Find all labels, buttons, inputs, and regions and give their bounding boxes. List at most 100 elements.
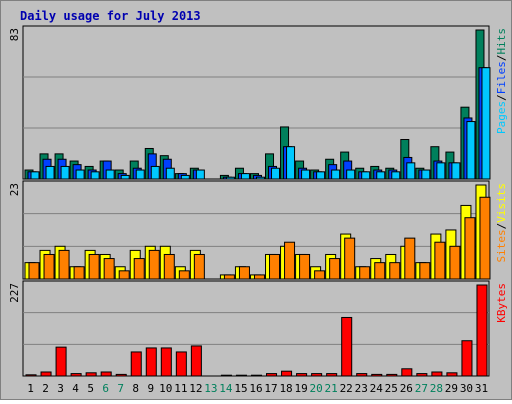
- bar-sites-day-undefined: [389, 262, 401, 280]
- x-tick-label: 10: [159, 382, 172, 395]
- bar-pages-day-12: [195, 169, 205, 180]
- x-tick-label: 20: [310, 382, 323, 395]
- bar-pages-day-29: [451, 162, 461, 180]
- x-tick-label: 2: [42, 382, 49, 395]
- bar-kbytes-day-undefined: [431, 371, 443, 377]
- x-tick-label: 1: [27, 382, 34, 395]
- x-tick-label: 13: [204, 382, 217, 395]
- bar-sites-day-undefined: [73, 266, 85, 280]
- bar-pages-day-19: [301, 169, 311, 180]
- bar-pages-day-2: [45, 165, 55, 180]
- bar-kbytes-day-undefined: [55, 346, 67, 377]
- bar-sites-day-undefined: [269, 253, 281, 280]
- bar-pages-day-27: [421, 169, 431, 180]
- bar-sites-day-undefined: [148, 249, 160, 280]
- bar-pages-day-8: [135, 169, 145, 180]
- bar-pages-day-14: [225, 176, 235, 180]
- bar-sites-day-undefined: [299, 253, 311, 280]
- x-tick-label: 9: [147, 382, 154, 395]
- x-tick-label: 26: [400, 382, 413, 395]
- bar-sites-day-undefined: [58, 249, 70, 280]
- chart-title: Daily usage for July 2013: [20, 9, 201, 23]
- x-tick-label: 6: [102, 382, 109, 395]
- bar-kbytes-day-undefined: [311, 373, 323, 377]
- bar-pages-day-15: [240, 173, 250, 180]
- x-tick-label: 5: [87, 382, 94, 395]
- bar-sites-day-undefined: [223, 274, 235, 280]
- bar-kbytes-day-undefined: [356, 373, 368, 377]
- bar-kbytes-day-undefined: [100, 371, 112, 377]
- bar-pages-day-21: [331, 169, 341, 180]
- bar-kbytes-day-undefined: [401, 368, 413, 377]
- panel-3-side-label: KBytes: [495, 283, 508, 323]
- bar-kbytes-day-undefined: [281, 370, 293, 377]
- bar-kbytes-day-undefined: [130, 351, 142, 377]
- bar-kbytes-day-undefined: [40, 371, 52, 377]
- side-label-hits: Hits: [495, 28, 508, 55]
- bar-sites-day-undefined: [374, 262, 386, 280]
- panel-1-side-label: Pages/Files/Hits: [495, 28, 508, 134]
- bar-sites-day-undefined: [449, 245, 461, 280]
- side-label-separator: /: [495, 55, 508, 62]
- bar-sites-day-undefined: [238, 266, 250, 280]
- bar-kbytes-day-undefined: [371, 373, 383, 377]
- bar-pages-day-26: [406, 162, 416, 180]
- bar-sites-day-undefined: [404, 237, 416, 280]
- bar-pages-day-28: [436, 162, 446, 180]
- bar-kbytes-day-undefined: [160, 347, 172, 377]
- bar-kbytes-day-undefined: [190, 345, 202, 377]
- x-tick-label: 28: [430, 382, 443, 395]
- bar-kbytes-day-undefined: [476, 284, 488, 377]
- side-label-kbytes: KBytes: [495, 283, 508, 323]
- bar-pages-day-16: [255, 176, 265, 180]
- panel-3-background: [22, 280, 490, 377]
- x-tick-label: 12: [189, 382, 202, 395]
- x-tick-label: 19: [294, 382, 307, 395]
- bar-pages-day-10: [165, 167, 175, 180]
- panel-1-background: [22, 25, 490, 180]
- bar-pages-day-31: [481, 67, 491, 180]
- bar-pages-day-24: [376, 171, 386, 180]
- bar-sites-day-undefined: [434, 241, 446, 280]
- bar-sites-day-undefined: [193, 253, 205, 280]
- bar-sites-day-undefined: [479, 196, 491, 280]
- bar-pages-day-7: [120, 174, 130, 180]
- bar-kbytes-day-undefined: [386, 373, 398, 377]
- bar-kbytes-day-undefined: [220, 374, 232, 377]
- bar-kbytes-day-undefined: [85, 372, 97, 377]
- bar-pages-day-18: [286, 146, 296, 180]
- bar-pages-day-30: [466, 121, 476, 180]
- bar-sites-day-undefined: [253, 274, 265, 280]
- side-label-pages: Pages: [495, 101, 508, 134]
- x-tick-label: 22: [340, 382, 353, 395]
- side-label-visits: Visits: [495, 183, 508, 223]
- panel-2-ymax-label: 23: [8, 183, 21, 196]
- bar-kbytes-day-undefined: [235, 374, 247, 377]
- x-tick-label: 15: [234, 382, 247, 395]
- bar-kbytes-day-undefined: [266, 373, 278, 377]
- x-tick-label: 8: [132, 382, 139, 395]
- bar-pages-day-11: [180, 174, 190, 180]
- bar-sites-day-undefined: [464, 217, 476, 280]
- side-label-separator: /: [495, 94, 508, 101]
- bar-pages-day-5: [90, 171, 100, 180]
- bar-kbytes-day-undefined: [416, 373, 428, 377]
- bar-pages-day-25: [391, 171, 401, 180]
- x-tick-label: 4: [72, 382, 79, 395]
- bar-sites-day-undefined: [344, 237, 356, 280]
- bar-pages-day-9: [150, 165, 160, 180]
- x-tick-label: 23: [355, 382, 368, 395]
- panel-1-ymax-label: 83: [8, 28, 21, 41]
- x-tick-label: 16: [249, 382, 262, 395]
- x-tick-label: 3: [57, 382, 64, 395]
- bar-sites-day-undefined: [163, 253, 175, 280]
- bar-sites-day-undefined: [314, 270, 326, 280]
- bar-pages-day-3: [60, 165, 70, 180]
- x-tick-label: 7: [117, 382, 124, 395]
- bar-sites-day-undefined: [103, 258, 115, 280]
- bar-pages-day-6: [105, 169, 115, 180]
- bar-pages-day-1: [30, 171, 40, 180]
- side-label-separator: /: [495, 223, 508, 230]
- bar-sites-day-undefined: [329, 258, 341, 280]
